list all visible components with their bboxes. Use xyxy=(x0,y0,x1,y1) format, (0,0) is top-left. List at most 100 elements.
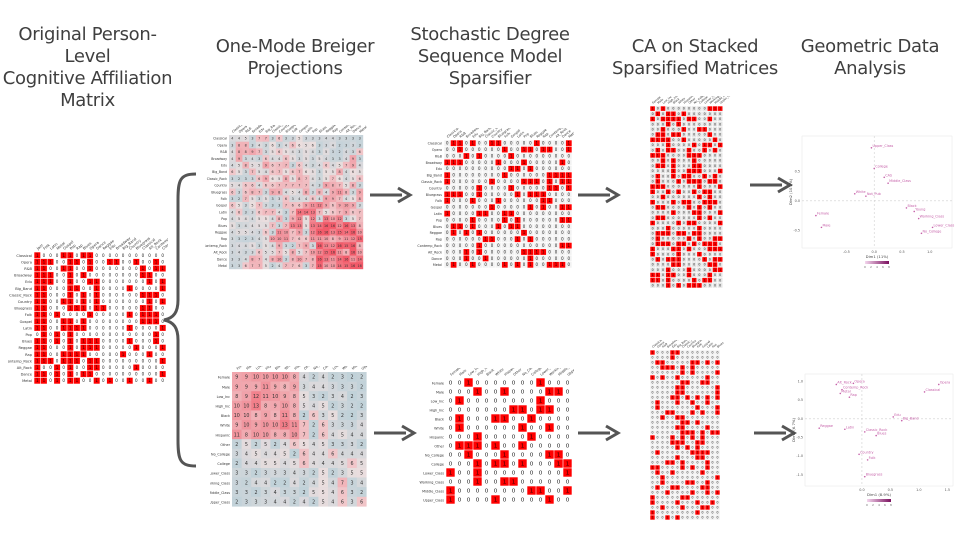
matrix-cell xyxy=(521,236,527,243)
matrix-cell xyxy=(133,377,140,384)
matrix-cell-value: 1 xyxy=(688,221,690,225)
matrix-cell xyxy=(554,477,563,486)
matrix-cell-value: 1 xyxy=(678,263,680,267)
matrix-cell-value: 0 xyxy=(102,292,105,297)
heatmap-cell xyxy=(280,487,290,497)
heatmap-cell xyxy=(302,135,310,142)
heatmap-cell-value: 4 xyxy=(331,480,334,486)
matrix-cell xyxy=(120,305,127,312)
matrix-cell-value: 1 xyxy=(142,292,145,297)
heatmap-cell xyxy=(242,235,250,243)
matrix-cell xyxy=(715,370,720,375)
matrix-cell-value: 0 xyxy=(548,434,552,440)
heatmap-cell-value: 5 xyxy=(285,170,287,174)
matrix-cell xyxy=(655,350,660,355)
heatmap-cell-value: 6 xyxy=(298,264,300,268)
matrix-cell xyxy=(559,146,566,153)
heatmap-cell xyxy=(349,242,357,250)
matrix-cell xyxy=(455,432,464,441)
heatmap-cell-value: 3 xyxy=(318,184,320,188)
heatmap-cell-value: 2 xyxy=(238,177,240,181)
matrix-cell-value: 0 xyxy=(485,425,489,431)
matrix-cell xyxy=(691,121,697,127)
heatmap-cell xyxy=(342,155,350,162)
matrix-cell xyxy=(159,252,166,259)
heatmap-cell-value: 6 xyxy=(292,204,294,208)
matrix-cell-value: 1 xyxy=(667,284,669,288)
matrix-cell-value: 0 xyxy=(719,148,721,152)
heatmap-cell xyxy=(249,188,256,196)
matrix-cell xyxy=(159,265,166,272)
matrix-cell xyxy=(501,165,508,172)
matrix-cell xyxy=(670,380,675,385)
matrix-cell-value: 0 xyxy=(122,332,125,337)
matrix-cell xyxy=(67,357,74,364)
heatmap-cell xyxy=(328,400,338,411)
matrix-cell xyxy=(527,185,534,191)
matrix-cell-value: 0 xyxy=(657,263,659,267)
matrix-cell-value: 0 xyxy=(155,358,158,363)
matrix-cell-value: 0 xyxy=(667,216,669,220)
matrix-cell-value: 1 xyxy=(672,112,674,116)
matrix-cell xyxy=(690,450,695,455)
matrix-cell xyxy=(685,350,690,355)
matrix-cell-value: 1 xyxy=(652,351,654,355)
matrix-cell-value: 0 xyxy=(62,286,65,291)
heatmap-cell xyxy=(270,468,281,478)
matrix-cell-value: 0 xyxy=(521,434,525,440)
matrix-cell xyxy=(482,378,491,387)
heatmap-cell-value: 7 xyxy=(285,204,287,208)
matrix-cell-value: 0 xyxy=(491,192,494,197)
heatmap-cell-value: 3 xyxy=(238,264,240,268)
matrix-cell-value: 1 xyxy=(682,421,684,425)
heatmap-cell-value: 4 xyxy=(274,500,277,506)
matrix-cell-value: 0 xyxy=(142,299,145,304)
matrix-cell-value: 0 xyxy=(476,425,480,431)
matrix-cell-value: 0 xyxy=(494,488,498,494)
matrix-cell-value: 1 xyxy=(62,319,65,324)
matrix-cell xyxy=(650,241,655,247)
matrix-cell xyxy=(712,106,718,111)
matrix-cell xyxy=(671,246,676,252)
heatmap-cell xyxy=(255,242,263,250)
matrix-cell xyxy=(60,338,67,345)
heatmap-cell xyxy=(342,188,350,196)
heatmap-cell-value: 16 xyxy=(358,264,362,268)
matrix-cell-value: 1 xyxy=(714,258,716,262)
matrix-cell-value: 0 xyxy=(717,441,719,445)
matrix-cell-value: 0 xyxy=(542,211,545,216)
heatmap-cell xyxy=(308,429,319,440)
matrix-cell xyxy=(650,163,655,169)
matrix-cell-value: 1 xyxy=(43,345,46,350)
matrix-cell-value: 0 xyxy=(662,396,664,400)
matrix-cell-value: 1 xyxy=(704,148,706,152)
matrix-cell xyxy=(655,267,661,273)
matrix-cell-value: 0 xyxy=(714,206,716,210)
matrix-cell xyxy=(686,111,692,117)
matrix-cell-value: 1 xyxy=(672,164,674,168)
heatmap-cell-value: 15 xyxy=(358,237,362,241)
matrix-cell xyxy=(455,450,464,459)
heatmap-cell-value: 9 xyxy=(325,184,327,188)
matrix-cell-value: 0 xyxy=(704,117,706,121)
matrix-cell-value: 0 xyxy=(76,365,79,370)
matrix-cell xyxy=(508,153,515,159)
matrix-cell xyxy=(546,153,553,159)
matrix-cell-value: 1 xyxy=(683,232,685,236)
heatmap-cell-value: 9 xyxy=(352,163,354,167)
matrix-cell-value: 1 xyxy=(657,406,659,410)
heatmap-cell xyxy=(260,391,271,401)
matrix-cell xyxy=(500,495,509,504)
heatmap-cell-value: 10 xyxy=(344,204,348,208)
matrix-cell-value: 0 xyxy=(512,488,516,494)
heatmap-cell-value: 3 xyxy=(312,137,314,141)
matrix-cell xyxy=(691,137,697,143)
matrix-cell-value: 0 xyxy=(491,147,494,152)
matrix-cell xyxy=(521,229,527,236)
matrix-cell-value: 0 xyxy=(95,372,98,377)
matrix-cell-value: 0 xyxy=(683,221,685,225)
heatmap-cell-value: 16 xyxy=(344,257,348,261)
matrix-cell-value: 0 xyxy=(449,452,453,458)
heatmap-cell-value: 7 xyxy=(258,257,260,261)
matrix-cell-value: 0 xyxy=(542,166,545,171)
